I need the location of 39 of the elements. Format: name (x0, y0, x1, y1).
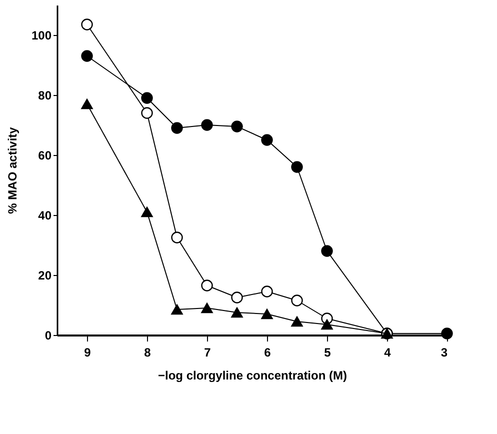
point (441, 328, 453, 340)
x-tick-label: 8 (144, 346, 152, 360)
point (141, 92, 153, 104)
point (291, 316, 303, 327)
point (201, 302, 213, 314)
point (291, 161, 303, 173)
point (201, 119, 213, 131)
x-tick-label: 5 (324, 346, 332, 360)
x-tick-label: 6 (264, 346, 272, 360)
point (231, 307, 243, 318)
y-axis-title: % MAO activity (5, 126, 20, 214)
x-axis-title: −log clorgyline concentration (M) (158, 368, 348, 382)
x-tick-label: 3 (440, 346, 448, 360)
point (321, 245, 333, 257)
point (171, 304, 183, 315)
y-tick-label: 40 (38, 208, 52, 222)
point (171, 232, 183, 244)
point (231, 292, 243, 304)
point (261, 286, 273, 298)
point (81, 50, 93, 62)
point (261, 308, 273, 320)
point (81, 98, 93, 110)
point (201, 280, 213, 292)
point (141, 206, 153, 218)
point (321, 319, 333, 330)
y-tick-label: 20 (38, 268, 52, 282)
y-tick-label: 100 (31, 28, 52, 42)
y-tick-label: 80 (38, 88, 52, 102)
x-tick-label: 4 (384, 346, 392, 360)
x-tick-label: 7 (204, 346, 212, 360)
y-tick-label: 0 (44, 328, 52, 342)
point (141, 107, 153, 119)
point (261, 134, 273, 146)
point (231, 120, 243, 132)
point (171, 122, 183, 134)
point (291, 294, 303, 306)
x-tick-label: 9 (84, 346, 92, 360)
point (81, 18, 93, 30)
y-tick-label: 60 (38, 148, 52, 162)
